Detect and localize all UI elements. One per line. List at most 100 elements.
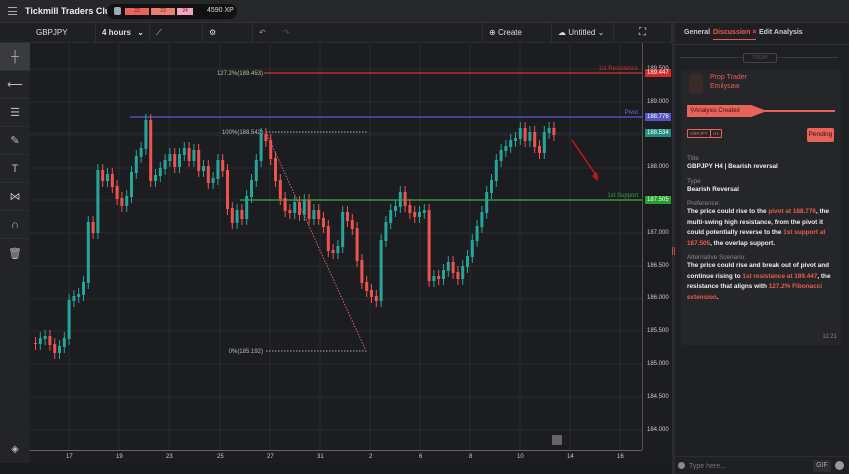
y-tick: 186.500 [647,263,669,269]
xp-seg: 22 [125,8,149,15]
time-axis[interactable]: 17 19 23 25 27 31 2 6 8 10 14 16 [30,450,642,463]
preference-text: The price could rise to the pivot at 188… [687,208,830,247]
bottom-strip [0,463,675,474]
x-tick: 14 [567,454,574,460]
author-name[interactable]: Emilysaw [710,83,740,90]
fullscreen-button[interactable]: ⛶ [614,23,672,43]
svg-text:1st Resistance: 1st Resistance [599,66,639,72]
price-axis[interactable]: 189.500 189.000 188.000 187.000 186.500 … [642,43,672,450]
chat-input[interactable] [689,460,809,472]
tab-edit-analysis[interactable]: Edit Analysis [759,29,803,36]
brush-icon[interactable]: ✎ [0,127,30,155]
xp-progress: 22 23 24 4590 XP [107,4,237,19]
svg-text:127.2%(189.453): 127.2%(189.453) [217,71,263,77]
chat-bar: GIF [675,456,849,474]
y-tick: 185.500 [647,328,669,334]
analysis-type: Bearish Reversal [687,185,739,193]
author-role: Prop Trader [710,74,747,81]
resistance-price-label: 189.447 [645,69,671,77]
layout-name: Untitled [568,28,596,37]
create-analysis-button[interactable]: ⊕ Create Analysis [482,23,552,57]
y-tick: 186.000 [647,295,669,301]
trash-icon[interactable]: 🗑 [8,247,22,260]
x-tick: 8 [469,454,473,460]
fib-icon[interactable]: ☰ [0,99,30,127]
chevron-down-icon: ⌄ [137,28,144,37]
x-tick: 16 [617,454,624,460]
x-tick: 23 [166,454,173,460]
horizontal-line-icon[interactable]: ⟵ [0,71,30,99]
status-badge: Pending [807,128,834,142]
y-tick: 185.000 [647,361,669,367]
alternative-text: The price could rise and break out of pi… [687,262,831,301]
x-tick: 31 [317,454,324,460]
x-tick: 2 [369,454,373,460]
symbol-select[interactable]: GBPJPY [30,23,96,43]
analysis-card: Prop Trader Emilysaw ⚲Analysis Created G… [681,70,841,345]
y-tick: 184.000 [647,427,669,433]
panel-resizer[interactable] [672,23,675,474]
y-tick: 187.000 [647,230,669,236]
close-icon[interactable]: × [752,29,757,36]
svg-text:Pivot: Pivot [625,110,639,116]
text-icon[interactable]: T [0,155,30,183]
undo-button[interactable]: ↶ [259,28,266,37]
chart-line-icon: ⟋ [156,28,162,37]
symbol-tag: GBPJPY [687,129,711,138]
x-tick: 25 [217,454,224,460]
timeframe-tag: H4 [710,129,722,138]
tab-general[interactable]: General [684,29,711,36]
y-tick: 184.500 [647,394,669,400]
alternative-label: Alternative Scenario: [687,254,746,261]
add-attachment-icon[interactable] [678,462,685,469]
current-price-label: 188.534 [645,129,671,137]
xp-label: 4590 XP [207,7,234,14]
timestamp: 11:21 [822,334,837,340]
date-divider: TODAY [743,53,777,63]
redo-button[interactable]: ↷ [283,28,290,37]
tab-discussion-label: Discussion [713,29,751,36]
cloud-upload-icon: ☁ [558,28,569,37]
crosshair-icon[interactable]: ┼ [0,43,30,71]
x-tick: 6 [419,454,423,460]
analysis-title: GBPJPY H4 | Bearish reversal [687,163,778,170]
emoji-icon[interactable] [835,461,844,470]
magnet-icon[interactable]: ∩ [0,211,30,239]
y-tick: 188.000 [647,164,669,170]
top-bar: Tickmill Traders Club 22 23 24 4590 XP [0,0,849,23]
pattern-icon[interactable]: ⋈ [0,183,30,211]
x-tick: 27 [267,454,274,460]
status-timeline: ⚲Analysis Created [687,105,767,117]
candlestick-chart: 127.2%(189.453) 100%(188.542) 0%(185.192… [30,43,642,450]
gear-icon: ⚙ [209,28,217,37]
xp-seg: 23 [151,8,175,15]
x-tick: 10 [517,454,524,460]
app-title: Tickmill Traders Club [25,6,116,16]
type-label: Type [687,177,701,185]
settings-button[interactable]: ⚙ Settings [203,23,253,57]
save-layout-button[interactable]: ☁ Untitled ⌄ [552,23,614,43]
hamburger-menu-icon[interactable] [8,7,17,15]
interval-label: 4 hours [102,28,131,37]
svg-text:1st Support: 1st Support [607,193,638,199]
shirt-icon [114,7,121,15]
x-tick: 19 [116,454,123,460]
preference-label: Preference: [687,200,721,207]
title-label: Title [687,155,699,162]
xp-seg: 24 [177,8,193,15]
plus-circle-icon: ⊕ [489,28,498,37]
price-chart[interactable]: 127.2%(189.453) 100%(188.542) 0%(185.192… [30,43,642,450]
x-tick: 17 [66,454,73,460]
svg-text:0%(185.192): 0%(185.192) [229,349,263,355]
gif-button[interactable]: GIF [813,460,831,472]
indicators-button[interactable]: ⟋ Indicators [150,23,203,57]
analysis-panel: General Discussion × Edit Analysis TODAY… [675,23,849,474]
layers-icon[interactable]: ◈ [11,443,19,455]
svg-text:100%(188.542): 100%(188.542) [222,130,263,136]
support-price-label: 187.505 [645,196,671,204]
pivot-price-label: 188.776 [645,113,671,121]
interval-select[interactable]: 4 hours ⌄ [96,23,150,43]
avatar [689,73,703,93]
tab-discussion[interactable]: Discussion × [713,29,757,40]
y-tick: 189.000 [647,99,669,105]
